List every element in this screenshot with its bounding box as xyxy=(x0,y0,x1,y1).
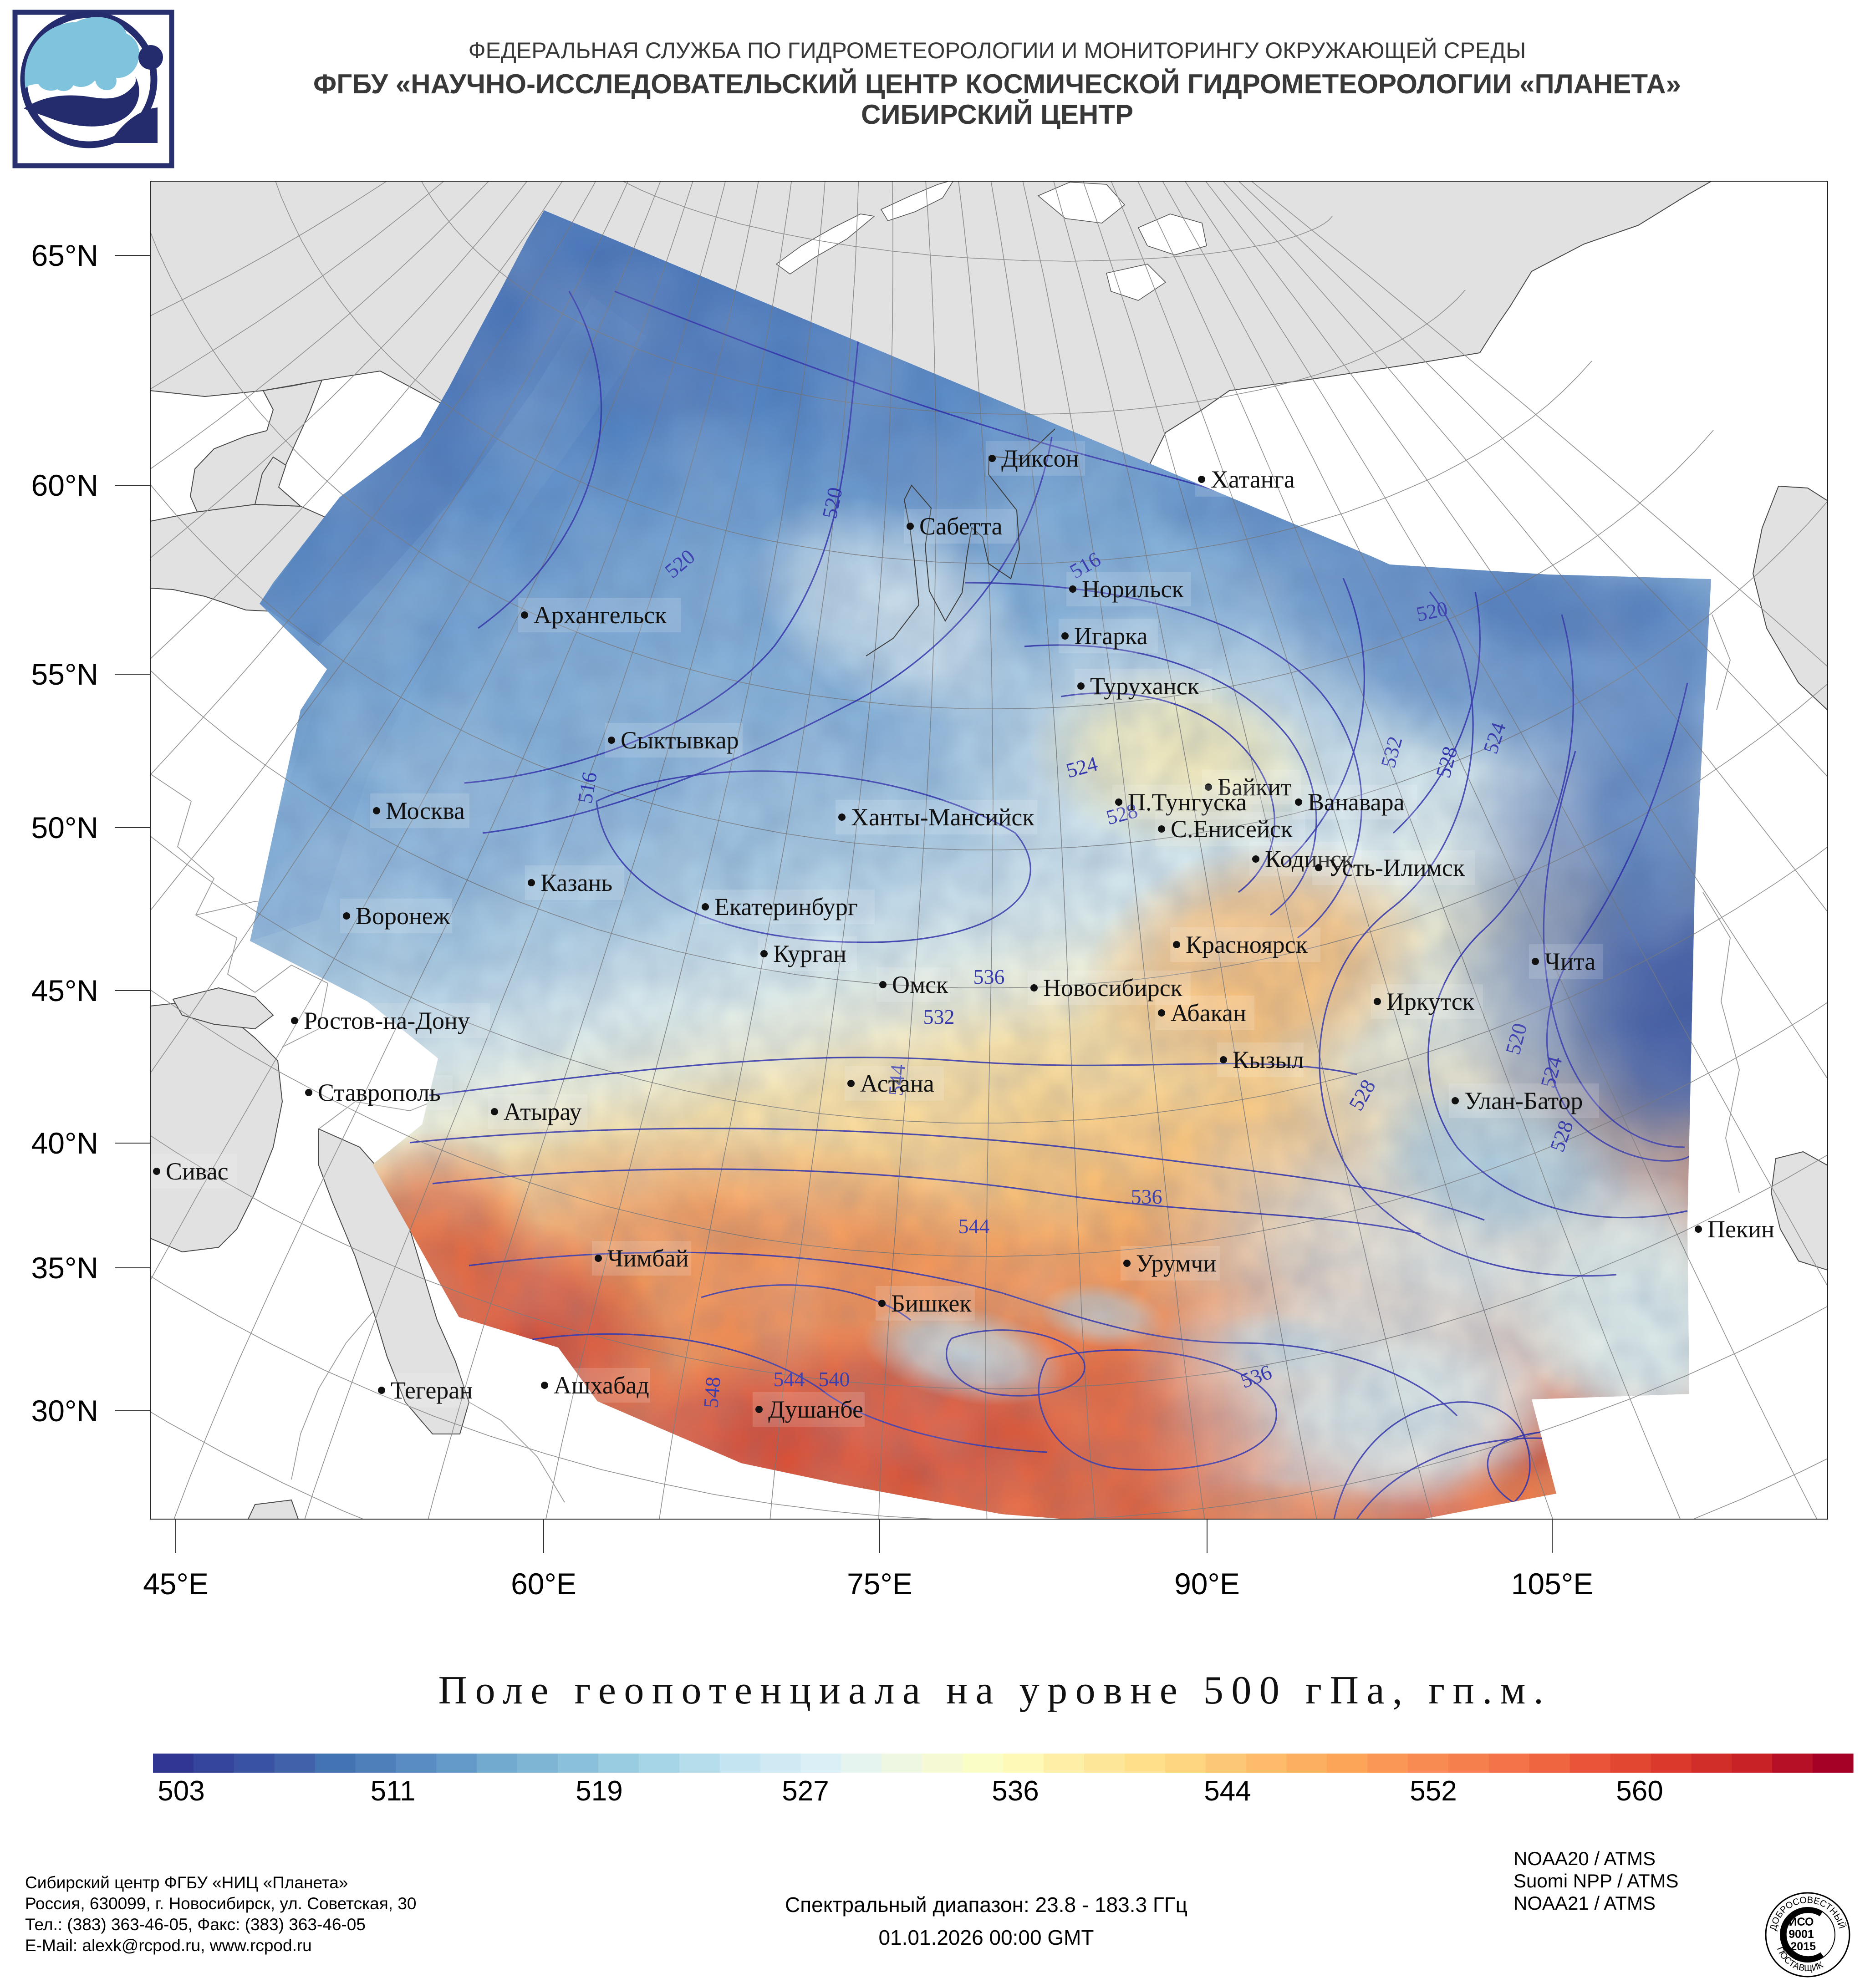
svg-text:Сибирский центр ФГБУ «НИЦ «Пла: Сибирский центр ФГБУ «НИЦ «Планета» xyxy=(25,1873,348,1892)
svg-text:Архангельск: Архангельск xyxy=(534,601,667,629)
svg-text:105°E: 105°E xyxy=(1511,1567,1594,1601)
svg-text:45°N: 45°N xyxy=(31,974,98,1007)
svg-text:60°N: 60°N xyxy=(31,468,98,502)
svg-text:45°E: 45°E xyxy=(143,1567,209,1601)
svg-text:Хатанга: Хатанга xyxy=(1211,466,1295,493)
svg-text:Чимбай: Чимбай xyxy=(607,1245,689,1272)
svg-text:75°E: 75°E xyxy=(847,1567,912,1601)
svg-text:Абакан: Абакан xyxy=(1171,999,1246,1027)
svg-text:Курган: Курган xyxy=(773,940,846,967)
svg-text:55°N: 55°N xyxy=(31,657,98,691)
svg-text:Бишкек: Бишкек xyxy=(891,1290,972,1317)
svg-text:Ставрополь: Ставрополь xyxy=(318,1079,441,1106)
svg-text:Воронеж: Воронеж xyxy=(356,902,450,930)
svg-text:Ханты-Мансийск: Ханты-Мансийск xyxy=(851,803,1034,831)
svg-text:35°N: 35°N xyxy=(31,1251,98,1285)
svg-text:50°N: 50°N xyxy=(31,811,98,844)
svg-text:Игарка: Игарка xyxy=(1074,622,1148,650)
svg-text:ФЕДЕРАЛЬНАЯ СЛУЖБА ПО ГИДРОМЕТ: ФЕДЕРАЛЬНАЯ СЛУЖБА ПО ГИДРОМЕТЕОРОЛОГИИ … xyxy=(469,37,1526,63)
svg-text:Красноярск: Красноярск xyxy=(1186,931,1308,958)
svg-text:552: 552 xyxy=(1410,1775,1457,1807)
svg-text:Усть-Илимск: Усть-Илимск xyxy=(1328,854,1465,881)
svg-text:NOAA21 / ATMS: NOAA21 / ATMS xyxy=(1513,1892,1656,1914)
svg-text:40°N: 40°N xyxy=(31,1126,98,1160)
svg-text:Новосибирск: Новосибирск xyxy=(1043,974,1183,1002)
svg-text:П.Тунгуска: П.Тунгуска xyxy=(1128,788,1247,816)
svg-text:560: 560 xyxy=(1616,1775,1663,1807)
svg-text:519: 519 xyxy=(576,1775,622,1807)
svg-text:С.Енисейск: С.Енисейск xyxy=(1171,815,1293,843)
svg-text:NOAA20 / ATMS: NOAA20 / ATMS xyxy=(1513,1848,1656,1869)
svg-text:Россия, 630099, г. Новосибирск: Россия, 630099, г. Новосибирск, ул. Сове… xyxy=(25,1894,417,1913)
svg-text:9001: 9001 xyxy=(1789,1928,1814,1941)
svg-text:Омск: Омск xyxy=(892,971,948,998)
svg-text:Кызыл: Кызыл xyxy=(1233,1046,1304,1073)
svg-text:Урумчи: Урумчи xyxy=(1136,1250,1216,1277)
svg-text:Ашхабад: Ашхабад xyxy=(554,1372,649,1399)
svg-text:Тегеран: Тегеран xyxy=(391,1377,473,1404)
svg-text:-2015: -2015 xyxy=(1787,1940,1816,1953)
svg-text:Сивас: Сивас xyxy=(166,1158,229,1185)
svg-text:Улан-Батор: Улан-Батор xyxy=(1464,1087,1583,1114)
svg-text:Сабетта: Сабетта xyxy=(919,513,1003,540)
svg-text:Тел.: (383) 363-46-05, Факс: (: Тел.: (383) 363-46-05, Факс: (383) 363-4… xyxy=(25,1915,366,1934)
svg-text:536: 536 xyxy=(992,1775,1039,1807)
svg-text:ФГБУ «НАУЧНО-ИССЛЕДОВАТЕЛЬСКИЙ: ФГБУ «НАУЧНО-ИССЛЕДОВАТЕЛЬСКИЙ ЦЕНТР КОС… xyxy=(313,69,1681,99)
svg-text:Москва: Москва xyxy=(386,797,465,824)
svg-text:Астана: Астана xyxy=(860,1070,934,1097)
svg-text:Казань: Казань xyxy=(540,869,612,896)
svg-text:511: 511 xyxy=(371,1775,416,1807)
svg-text:60°E: 60°E xyxy=(511,1567,576,1601)
svg-text:Suomi NPP / ATMS: Suomi NPP / ATMS xyxy=(1513,1870,1679,1891)
svg-text:65°N: 65°N xyxy=(31,239,98,272)
svg-text:Поле геопотенциала на уровне 5: Поле геопотенциала на уровне 500 гПа, гп… xyxy=(438,1668,1552,1713)
svg-text:30°N: 30°N xyxy=(31,1394,98,1428)
svg-text:544: 544 xyxy=(1204,1775,1251,1807)
svg-text:90°E: 90°E xyxy=(1174,1567,1240,1601)
svg-text:Байкит: Байкит xyxy=(1218,773,1292,801)
svg-text:Спектральный диапазон: 23.8 -: Спектральный диапазон: 23.8 - 183.3 ГГц xyxy=(785,1893,1187,1917)
svg-text:СИБИРСКИЙ ЦЕНТР: СИБИРСКИЙ ЦЕНТР xyxy=(861,99,1133,130)
svg-text:Пекин: Пекин xyxy=(1707,1215,1774,1243)
svg-text:Ростов-на-Дону: Ростов-на-Дону xyxy=(304,1007,470,1034)
svg-text:Душанбе: Душанбе xyxy=(768,1396,863,1423)
svg-text:E-Mail: alexk@rcpod.ru, www.rc: E-Mail: alexk@rcpod.ru, www.rcpod.ru xyxy=(25,1936,312,1955)
svg-text:Диксон: Диксон xyxy=(1001,445,1079,472)
svg-text:Сыктывкар: Сыктывкар xyxy=(621,727,739,754)
svg-text:527: 527 xyxy=(782,1775,829,1807)
svg-text:ИСО: ИСО xyxy=(1789,1916,1814,1928)
svg-text:503: 503 xyxy=(158,1775,204,1807)
svg-text:Атырау: Атырау xyxy=(504,1098,581,1125)
svg-text:Ванавара: Ванавара xyxy=(1308,788,1405,816)
svg-text:Чита: Чита xyxy=(1544,948,1595,975)
svg-text:01.01.2026 00:00 GMT: 01.01.2026 00:00 GMT xyxy=(878,1926,1094,1949)
svg-text:Туруханск: Туруханск xyxy=(1090,672,1200,700)
svg-text:Иркутск: Иркутск xyxy=(1386,988,1475,1015)
svg-text:Екатеринбург: Екатеринбург xyxy=(714,893,858,920)
svg-text:Норильск: Норильск xyxy=(1082,575,1184,603)
svg-text:Кодинск: Кодинск xyxy=(1265,845,1354,873)
